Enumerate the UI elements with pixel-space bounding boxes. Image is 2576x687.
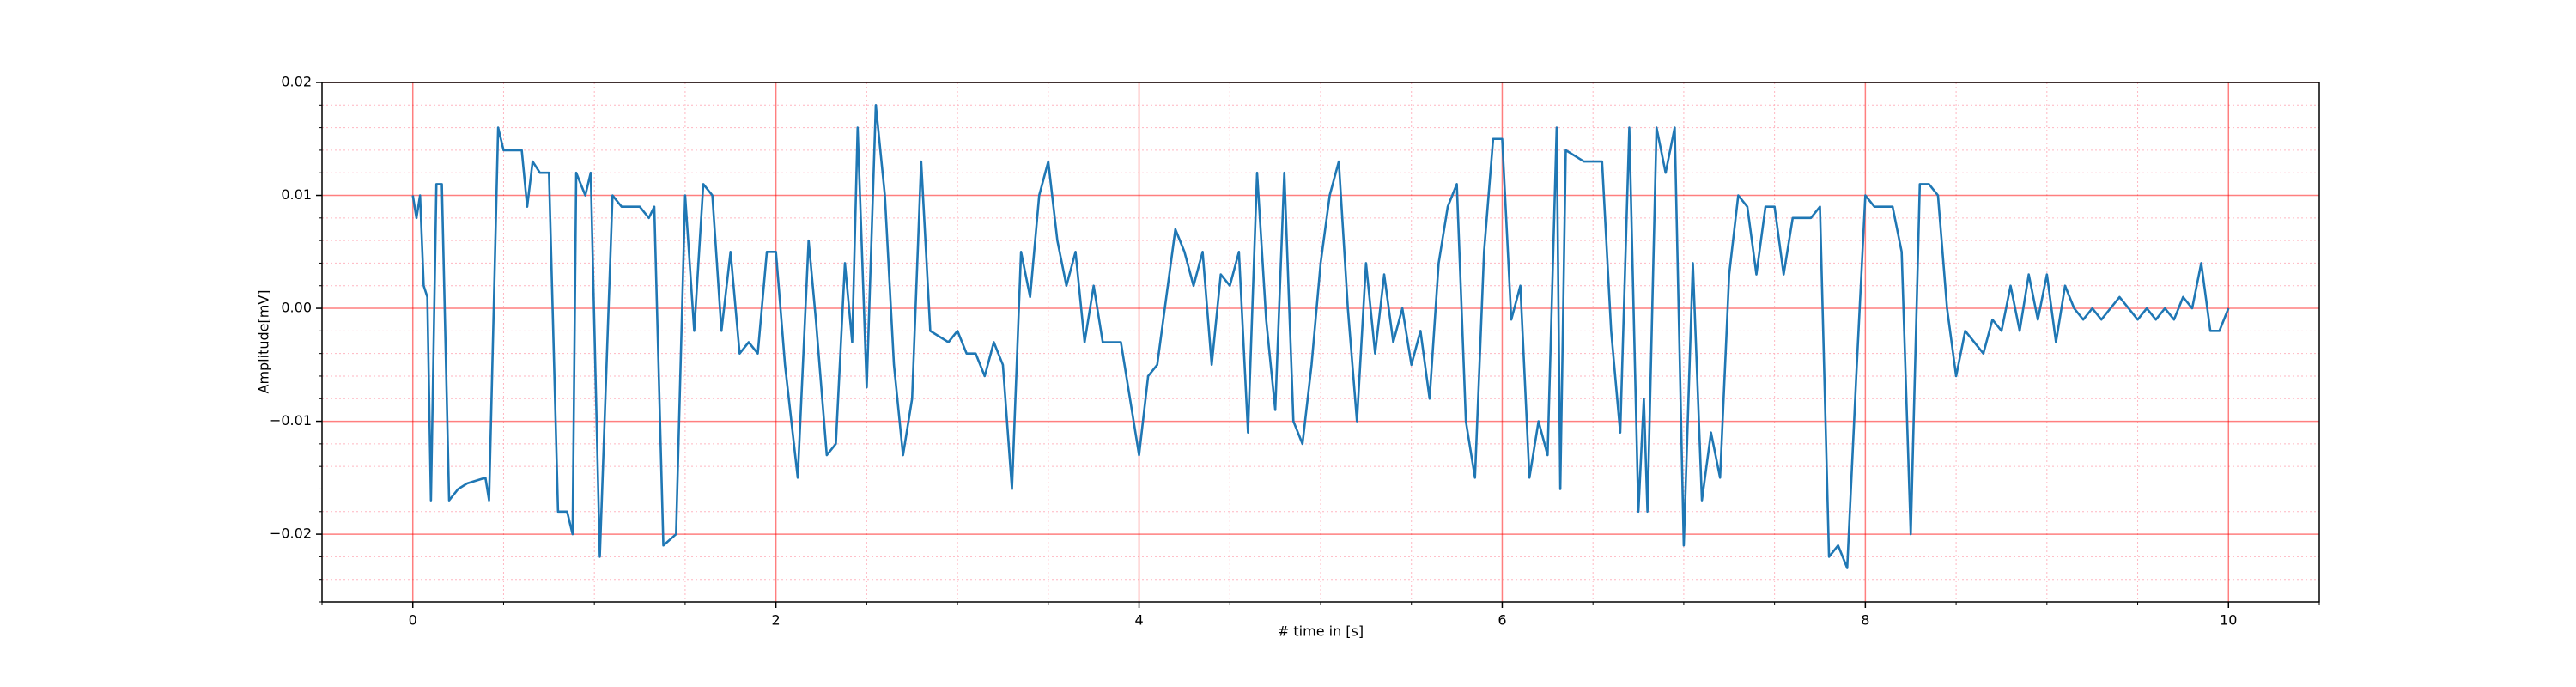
y-tick-label: −0.02 bbox=[270, 526, 312, 542]
plot-frame bbox=[321, 82, 2320, 603]
y-axis-label: Amplitude[mV] bbox=[256, 289, 272, 393]
x-tick-label: 10 bbox=[2220, 612, 2237, 629]
y-tick-label: 0.01 bbox=[281, 186, 312, 203]
y-tick-label: 0.00 bbox=[281, 300, 312, 316]
x-tick-label: 8 bbox=[1861, 612, 1869, 629]
signal-line bbox=[411, 104, 2230, 569]
x-tick-label: 0 bbox=[409, 612, 417, 629]
x-tick-label: 6 bbox=[1498, 612, 1506, 629]
x-tick-label: 2 bbox=[772, 612, 781, 629]
y-tick-label: 0.02 bbox=[281, 74, 312, 90]
y-tick-label: −0.01 bbox=[270, 412, 312, 429]
x-axis-label: # time in [s] bbox=[1278, 623, 1364, 640]
x-tick-label: 4 bbox=[1134, 612, 1143, 629]
